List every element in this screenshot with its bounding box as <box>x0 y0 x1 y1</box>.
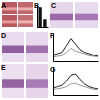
panel-label: F <box>50 32 55 39</box>
tissue-band <box>2 79 24 88</box>
lines <box>53 39 98 57</box>
panel-label: G <box>50 66 56 73</box>
image-bg <box>50 2 73 28</box>
tissue-band <box>2 20 17 23</box>
image-bg <box>2 32 24 62</box>
photo <box>2 2 17 14</box>
image-bg <box>26 64 48 98</box>
x-axis <box>54 95 99 96</box>
lines <box>53 74 98 89</box>
panel-label: E <box>1 64 6 71</box>
line <box>53 48 98 56</box>
axis-line <box>38 27 49 28</box>
tissue-band <box>26 79 48 88</box>
tissue-band <box>18 7 33 10</box>
histology <box>2 64 24 98</box>
histology <box>26 64 48 98</box>
histology <box>26 32 48 62</box>
image-bg <box>26 32 48 62</box>
line <box>53 83 98 89</box>
tissue-band <box>26 46 48 54</box>
photo <box>2 15 17 27</box>
panel-label: D <box>1 32 6 39</box>
line <box>53 74 98 89</box>
tissue-band <box>18 20 33 23</box>
x-axis <box>54 61 99 62</box>
image-bg <box>2 2 17 14</box>
histology <box>2 32 24 62</box>
bar <box>38 7 41 27</box>
image-bg <box>18 15 33 27</box>
bar <box>43 19 46 27</box>
x-axis <box>38 27 49 29</box>
figure: A B C D E F G <box>0 0 100 100</box>
tissue-band <box>50 14 73 21</box>
panel-label: A <box>1 2 6 9</box>
image-bg <box>75 2 98 28</box>
axis-line <box>54 61 99 62</box>
image-bg <box>18 2 33 14</box>
image-bg <box>2 64 24 98</box>
histology <box>50 2 73 28</box>
photo <box>18 15 33 27</box>
tissue-band <box>2 46 24 54</box>
histology <box>75 2 98 28</box>
image-bg <box>2 15 17 27</box>
axis-line <box>54 95 99 96</box>
line <box>53 39 98 56</box>
panel-label: C <box>51 2 56 9</box>
tissue-band <box>75 14 98 21</box>
bars <box>38 7 46 27</box>
panel-label: B <box>34 2 39 9</box>
photo <box>18 2 33 14</box>
